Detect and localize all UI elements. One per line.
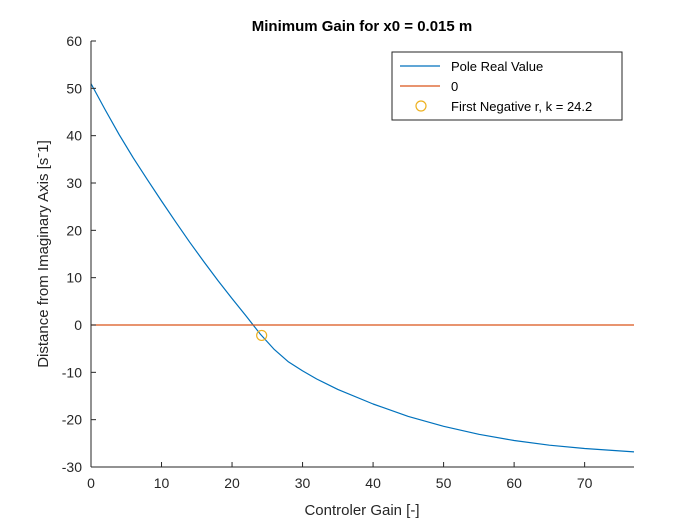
y-axis-title: Distance from Imaginary Axis [sˉ1]	[35, 140, 52, 368]
y-tick-label: 40	[66, 128, 82, 144]
legend-label-pole-real-value: Pole Real Value	[451, 59, 543, 74]
legend-swatch-first-negative	[415, 100, 427, 112]
y-tick-label: 10	[66, 270, 82, 286]
x-tick-label: 60	[506, 475, 522, 491]
legend-label-zero: 0	[451, 79, 458, 94]
x-axis-title: Controler Gain [-]	[304, 502, 419, 519]
y-tick-label: -30	[62, 459, 82, 475]
chart-title: Minimum Gain for x0 = 0.015 m	[252, 18, 473, 35]
y-tick-label: 60	[66, 33, 82, 49]
x-tick-label: 30	[295, 475, 311, 491]
legend: Pole Real Value 0 First Negative r, k = …	[391, 51, 623, 121]
y-tick-label: 20	[66, 222, 82, 238]
x-tick-label: 70	[577, 475, 593, 491]
y-tick-label: 30	[66, 175, 82, 191]
x-tick-label: 10	[154, 475, 170, 491]
x-tick-label: 40	[365, 475, 381, 491]
x-tick-label: 20	[224, 475, 240, 491]
x-tick-label: 0	[87, 475, 95, 491]
y-tick-label: 50	[66, 80, 82, 96]
y-tick-label: 0	[74, 317, 82, 333]
x-tick-label: 50	[436, 475, 452, 491]
y-tick-label: -20	[62, 412, 82, 428]
legend-label-first-negative: First Negative r, k = 24.2	[451, 99, 592, 114]
y-tick-label: -10	[62, 364, 82, 380]
series-line-pole-real-value	[90, 83, 635, 453]
series-marker-first-negative-r-k-24-2	[256, 329, 268, 342]
